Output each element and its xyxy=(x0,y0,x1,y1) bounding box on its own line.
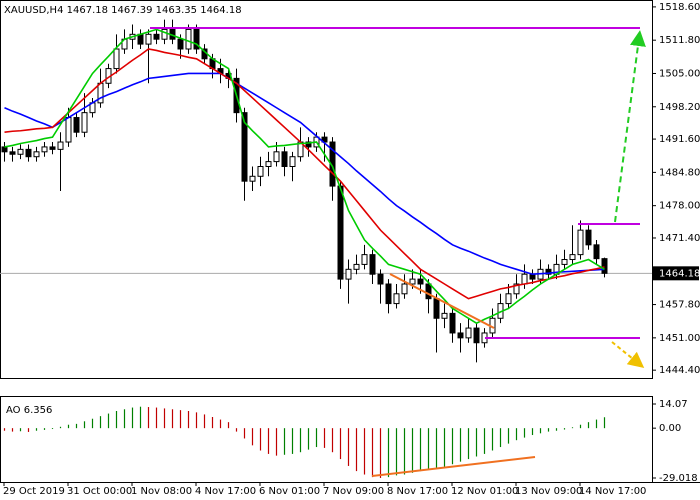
y-tick-label: 1484.80 xyxy=(659,167,700,178)
x-tick-label: 8 Nov 17:00 xyxy=(387,486,448,497)
y-tick-label: 1498.20 xyxy=(659,102,700,113)
price-panel-frame xyxy=(0,0,653,379)
candle-body xyxy=(457,332,464,339)
candle-body xyxy=(145,33,152,45)
x-tick-label: 29 Oct 2019 xyxy=(3,486,65,497)
candle-body xyxy=(401,283,408,295)
candle-body xyxy=(369,254,376,275)
candle-body xyxy=(177,38,184,50)
down-arrow xyxy=(611,341,645,369)
y-tick-label: 1478.00 xyxy=(659,201,700,212)
price-label-box xyxy=(653,266,699,281)
y-tick-label: 1444.40 xyxy=(659,365,700,376)
candle-body xyxy=(281,151,288,167)
candle-body xyxy=(81,112,88,133)
candle-body xyxy=(265,161,272,168)
candle-body xyxy=(433,298,440,319)
moving-average xyxy=(4,72,605,276)
x-tick-label: 6 Nov 01:00 xyxy=(259,486,320,497)
y-tick-label: 1518.60 xyxy=(659,2,700,13)
candle-body xyxy=(73,117,80,133)
y-tick-label: 1491.60 xyxy=(659,134,700,145)
y-tick-label: -29.018 xyxy=(659,473,698,484)
y-tick-label: 1451.00 xyxy=(659,333,700,344)
drawings xyxy=(150,27,646,477)
candle-body xyxy=(305,141,312,148)
candle-body xyxy=(57,141,64,150)
candle-body xyxy=(601,258,608,274)
candle-body xyxy=(561,259,568,265)
moving-average xyxy=(4,48,605,300)
candle-body xyxy=(345,268,352,280)
y-tick-label: 1511.80 xyxy=(659,35,700,46)
x-tick-label: 4 Nov 17:00 xyxy=(195,486,256,497)
candle-body xyxy=(337,185,344,280)
candle-body xyxy=(353,263,360,270)
y-tick-label: 14.07 xyxy=(659,399,688,410)
candle-body xyxy=(385,283,392,305)
candle-body xyxy=(193,28,200,50)
candle-body xyxy=(545,268,552,275)
candle-body xyxy=(249,175,256,182)
candle-body xyxy=(25,148,32,158)
candle-body xyxy=(65,117,72,143)
ao-panel-frame xyxy=(0,396,653,483)
candle-body xyxy=(441,312,448,319)
candle-body xyxy=(377,273,384,285)
candle-body xyxy=(513,283,520,295)
x-tick-label: 1 Nov 08:00 xyxy=(131,486,192,497)
candle-body xyxy=(289,156,296,167)
candle-body xyxy=(273,151,280,163)
x-tick-label: 7 Nov 09:00 xyxy=(323,486,384,497)
current-price-label: 1464.18 xyxy=(659,268,700,279)
candle-body xyxy=(9,151,16,155)
candle-body xyxy=(449,312,456,334)
candle-body xyxy=(521,273,528,285)
x-tick-label: 13 Nov 09:00 xyxy=(515,486,582,497)
y-tick-label: 1457.80 xyxy=(659,300,700,311)
candle-body xyxy=(465,327,472,339)
candle-body xyxy=(593,244,600,260)
candle-body xyxy=(409,278,416,285)
x-tick-label: 14 Nov 17:00 xyxy=(579,486,646,497)
chart-title: XAUUSD,H4 1467.18 1467.39 1463.35 1464.1… xyxy=(4,5,242,16)
candle-body xyxy=(153,33,160,40)
candle-body xyxy=(393,293,400,305)
candle-body xyxy=(1,146,8,153)
up-arrow xyxy=(614,30,646,223)
candle-body xyxy=(417,278,424,285)
candle-body xyxy=(241,112,248,182)
candle-body xyxy=(161,28,168,40)
candle-body xyxy=(113,48,120,70)
candle-body xyxy=(585,229,592,246)
candle-body xyxy=(137,33,144,45)
y-tick-label: 1471.40 xyxy=(659,233,700,244)
x-tick-label: 31 Oct 00:00 xyxy=(67,486,132,497)
ao-trend-line xyxy=(371,456,536,477)
y-tick-label: 1505.00 xyxy=(659,68,700,79)
candle-body xyxy=(49,146,56,150)
candle-body xyxy=(41,146,48,153)
candle-body xyxy=(361,254,368,265)
candle-body xyxy=(577,229,584,256)
trend-line xyxy=(389,273,495,329)
candle-body xyxy=(17,148,24,155)
x-tick-label: 12 Nov 01:00 xyxy=(451,486,518,497)
candle-body xyxy=(425,283,432,300)
candle-body xyxy=(569,254,576,261)
candle-body xyxy=(505,293,512,305)
candle-body xyxy=(473,327,480,344)
ao-title: AO 6.356 xyxy=(6,405,52,416)
y-tick-label: 0.00 xyxy=(659,423,681,434)
candle-body xyxy=(33,151,40,158)
candle-body xyxy=(257,166,264,177)
candle-body xyxy=(185,28,192,50)
moving-average xyxy=(4,28,605,325)
